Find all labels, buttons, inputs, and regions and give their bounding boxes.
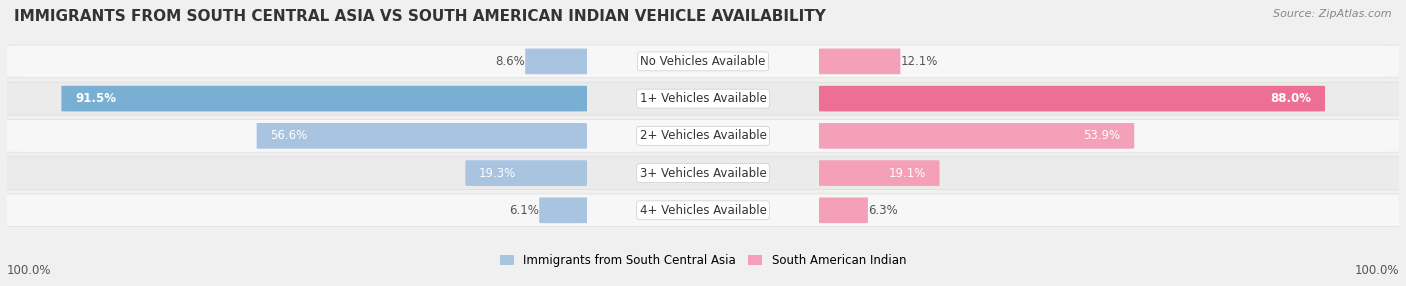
FancyBboxPatch shape bbox=[818, 197, 868, 223]
FancyBboxPatch shape bbox=[0, 120, 1406, 152]
FancyBboxPatch shape bbox=[62, 86, 588, 112]
FancyBboxPatch shape bbox=[818, 86, 1324, 112]
Text: 100.0%: 100.0% bbox=[7, 265, 52, 277]
Text: 88.0%: 88.0% bbox=[1271, 92, 1312, 105]
FancyBboxPatch shape bbox=[0, 157, 1406, 189]
Text: 6.3%: 6.3% bbox=[868, 204, 897, 217]
Text: 12.1%: 12.1% bbox=[900, 55, 938, 68]
Legend: Immigrants from South Central Asia, South American Indian: Immigrants from South Central Asia, Sout… bbox=[495, 250, 911, 272]
FancyBboxPatch shape bbox=[0, 45, 1406, 78]
Text: 4+ Vehicles Available: 4+ Vehicles Available bbox=[640, 204, 766, 217]
Text: 1+ Vehicles Available: 1+ Vehicles Available bbox=[640, 92, 766, 105]
Text: 53.9%: 53.9% bbox=[1084, 129, 1121, 142]
Text: 8.6%: 8.6% bbox=[495, 55, 526, 68]
Text: No Vehicles Available: No Vehicles Available bbox=[640, 55, 766, 68]
Text: 100.0%: 100.0% bbox=[1354, 265, 1399, 277]
FancyBboxPatch shape bbox=[818, 123, 1135, 149]
FancyBboxPatch shape bbox=[257, 123, 588, 149]
Text: 91.5%: 91.5% bbox=[75, 92, 117, 105]
Text: 2+ Vehicles Available: 2+ Vehicles Available bbox=[640, 129, 766, 142]
FancyBboxPatch shape bbox=[540, 197, 588, 223]
Text: 19.1%: 19.1% bbox=[889, 166, 927, 180]
Text: 56.6%: 56.6% bbox=[270, 129, 308, 142]
FancyBboxPatch shape bbox=[0, 194, 1406, 227]
FancyBboxPatch shape bbox=[818, 49, 900, 74]
Text: 3+ Vehicles Available: 3+ Vehicles Available bbox=[640, 166, 766, 180]
FancyBboxPatch shape bbox=[0, 82, 1406, 115]
Text: IMMIGRANTS FROM SOUTH CENTRAL ASIA VS SOUTH AMERICAN INDIAN VEHICLE AVAILABILITY: IMMIGRANTS FROM SOUTH CENTRAL ASIA VS SO… bbox=[14, 9, 825, 23]
FancyBboxPatch shape bbox=[818, 160, 939, 186]
Text: 19.3%: 19.3% bbox=[479, 166, 516, 180]
FancyBboxPatch shape bbox=[526, 49, 586, 74]
Text: Source: ZipAtlas.com: Source: ZipAtlas.com bbox=[1274, 9, 1392, 19]
FancyBboxPatch shape bbox=[465, 160, 588, 186]
Text: 6.1%: 6.1% bbox=[509, 204, 540, 217]
